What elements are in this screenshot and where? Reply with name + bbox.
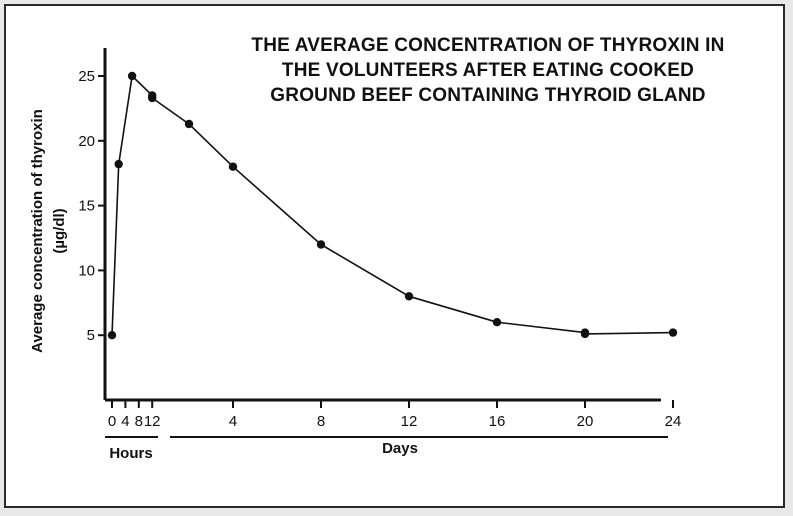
x-ticks: 0 4 8 12 4 8 12 16 20 24 [108, 400, 682, 430]
hours-segment-label: Hours [109, 445, 152, 462]
x-tick-label: 20 [577, 413, 594, 430]
data-point [114, 159, 123, 169]
data-point [148, 93, 157, 103]
data-point [404, 292, 414, 301]
series-line [111, 75, 674, 336]
series-line-group [111, 75, 674, 336]
x-tick-label: 12 [401, 413, 418, 430]
x-tick-label: 8 [317, 413, 325, 430]
chart-title-line-3: GROUND BEEF CONTAINING THYROID GLAND [270, 85, 705, 106]
x-tick-label: 4 [229, 413, 237, 430]
series-points [107, 71, 678, 340]
chart-title-line-1: THE AVERAGE CONCENTRATION OF THYROXIN IN [251, 35, 724, 56]
y-tick-label: 15 [78, 198, 95, 215]
line-chart: THE AVERAGE CONCENTRATION OF THYROXIN IN… [29, 35, 724, 462]
y-tick-label: 25 [78, 68, 95, 85]
data-point [228, 162, 238, 171]
y-tick-label: 5 [87, 327, 95, 344]
data-point [107, 331, 117, 340]
y-tick-label: 20 [78, 133, 95, 150]
data-point [668, 328, 678, 337]
data-point [492, 318, 502, 327]
chart-title-line-2: THE VOLUNTEERS AFTER EATING COOKED [282, 60, 694, 81]
data-point [580, 329, 590, 339]
x-tick-label: 16 [489, 413, 506, 430]
x-tick-label: 12 [144, 413, 161, 430]
y-axis-title-line-2: (µg/dl) [51, 208, 68, 253]
y-axis-title-line-1: Average concentration of thyroxin [29, 109, 46, 353]
days-segment-label: Days [382, 440, 418, 457]
x-tick-label: 8 [135, 413, 143, 430]
y-tick-label: 10 [78, 262, 95, 279]
x-tick-label: 24 [665, 413, 682, 430]
y-ticks: 5 10 15 20 25 [78, 68, 105, 344]
x-tick-label: 4 [121, 413, 129, 430]
data-point [316, 240, 326, 249]
chart-frame: THE AVERAGE CONCENTRATION OF THYROXIN IN… [4, 4, 785, 508]
data-point [127, 71, 137, 81]
x-tick-label: 0 [108, 413, 116, 430]
y-axis-title: Average concentration of thyroxin (µg/dl… [29, 109, 68, 353]
data-point [184, 119, 194, 129]
chart-title: THE AVERAGE CONCENTRATION OF THYROXIN IN… [251, 35, 724, 106]
